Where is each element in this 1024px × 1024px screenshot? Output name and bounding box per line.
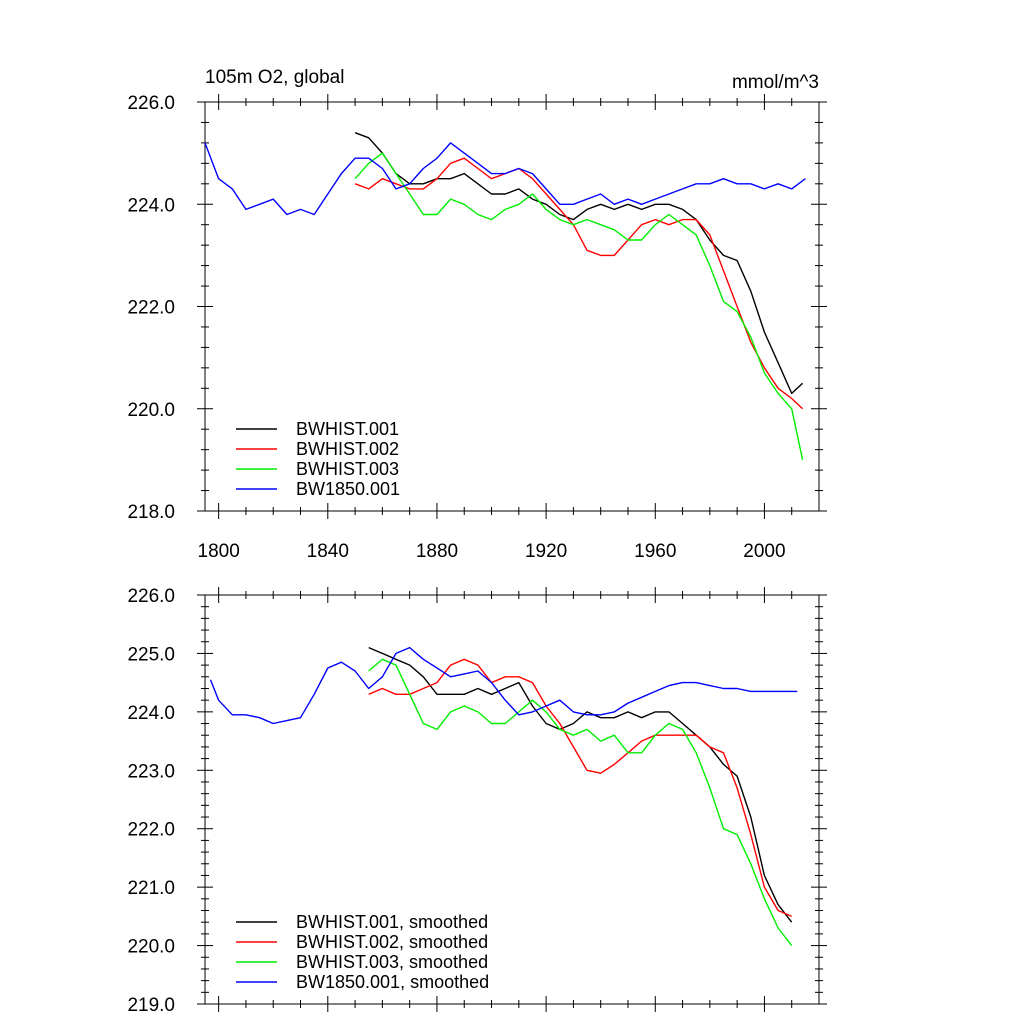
top-xtick-label: 1880 — [416, 541, 458, 562]
bottom-ytick-label: 220.0 — [127, 937, 175, 958]
top-ytick-label: 222.0 — [127, 298, 175, 319]
bottom-ytick-label: 225.0 — [127, 644, 175, 665]
bottom-series-group — [209, 646, 798, 947]
top-legend-label: BWHIST.002 — [296, 439, 399, 459]
bottom-series-line-1 — [368, 646, 793, 923]
top-ytick-label: 226.0 — [127, 93, 175, 114]
bottom-series-line-2 — [368, 658, 792, 918]
bottom-ytick-label: 221.0 — [127, 878, 175, 899]
bottom-panel: 219.0 220.0 221.0 222.0 223.0 224.0 225.0 226.0… — [127, 586, 827, 1016]
top-chart-title: 105m O2, global — [205, 67, 344, 88]
bottom-ytick-label: 223.0 — [127, 761, 175, 782]
bottom-axis-ticks: 219.0 220.0 221.0 222.0 223.0 224.0 225.0 226.0 — [127, 586, 827, 1016]
top-xtick-label: 1840 — [307, 541, 349, 562]
bottom-series-line-4 — [209, 646, 798, 725]
top-legend-label: BWHIST.003 — [296, 459, 399, 479]
bottom-legend-label: BWHIST.003, smoothed — [296, 952, 488, 972]
bottom-plot-frame — [204, 594, 820, 1005]
bottom-ytick-label: 222.0 — [127, 820, 175, 841]
bottom-ytick-label: 226.0 — [127, 586, 175, 607]
top-units-label: mmol/m^3 — [732, 72, 819, 93]
bottom-legend-label: BW1850.001, smoothed — [296, 972, 489, 992]
bottom-ytick-label: 219.0 — [127, 995, 175, 1016]
top-series-line-3 — [354, 152, 804, 461]
top-panel: 105m O2, global mmol/m^3 1800 1840 1880 192… — [127, 67, 827, 562]
top-xtick-label: 1800 — [198, 541, 240, 562]
bottom-series-line-3 — [368, 658, 793, 947]
top-xtick-label: 1960 — [634, 541, 676, 562]
bottom-legend-label: BWHIST.001, smoothed — [296, 912, 488, 932]
top-series-group — [204, 132, 806, 461]
bottom-legend-label: BWHIST.002, smoothed — [296, 932, 488, 952]
top-legend-label: BWHIST.001 — [296, 419, 399, 439]
top-xtick-label: 2000 — [743, 541, 785, 562]
top-ytick-label: 218.0 — [127, 502, 175, 523]
top-ytick-label: 224.0 — [127, 195, 175, 216]
top-series-line-1 — [354, 132, 804, 395]
top-legend-label: BW1850.001 — [296, 479, 400, 499]
top-xtick-label: 1920 — [525, 541, 567, 562]
top-axis-ticks: 1800 1840 1880 1920 1960 2000 218.0 220.0 222.0 2… — [127, 93, 827, 562]
top-ytick-label: 220.0 — [127, 400, 175, 421]
bottom-ytick-label: 224.0 — [127, 703, 175, 724]
top-series-line-4 — [204, 142, 806, 216]
top-series-line-2 — [354, 157, 804, 410]
